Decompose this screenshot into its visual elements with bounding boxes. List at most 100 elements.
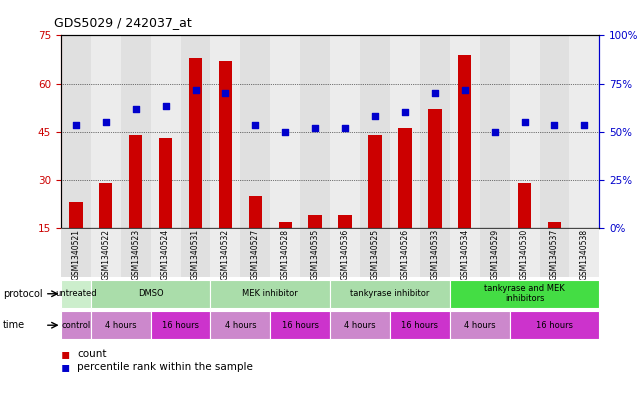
Bar [249, 196, 262, 228]
Bar [540, 35, 569, 228]
Bar [61, 228, 91, 277]
Bar [61, 280, 91, 308]
Bar [569, 35, 599, 228]
Text: GSM1340528: GSM1340528 [281, 229, 290, 280]
Bar [121, 35, 151, 228]
Text: MEK inhibitor: MEK inhibitor [242, 289, 298, 298]
Bar [300, 35, 330, 228]
Text: GSM1340534: GSM1340534 [460, 229, 469, 280]
Bar [91, 35, 121, 228]
Bar [129, 135, 142, 228]
Bar [210, 35, 240, 228]
Bar [330, 280, 450, 308]
Bar [99, 183, 113, 228]
Bar [420, 228, 450, 277]
Bar [390, 35, 420, 228]
Text: 16 hours: 16 hours [281, 321, 319, 330]
Point [370, 112, 380, 119]
Text: ▪: ▪ [61, 347, 71, 361]
Text: GSM1340529: GSM1340529 [490, 229, 499, 280]
Text: GSM1340533: GSM1340533 [430, 229, 439, 280]
Text: GSM1340521: GSM1340521 [71, 229, 80, 280]
Point [160, 103, 171, 109]
Bar [338, 215, 352, 228]
Bar [69, 202, 83, 228]
Point [280, 129, 290, 135]
Bar [151, 311, 210, 339]
Bar [518, 183, 531, 228]
Bar [330, 35, 360, 228]
Text: GSM1340535: GSM1340535 [311, 229, 320, 280]
Point [101, 119, 111, 125]
Text: GSM1340524: GSM1340524 [161, 229, 170, 280]
Bar [398, 129, 412, 228]
Text: untreated: untreated [55, 289, 97, 298]
Text: GSM1340530: GSM1340530 [520, 229, 529, 280]
Bar [308, 215, 322, 228]
Bar [188, 58, 202, 228]
Point [71, 122, 81, 129]
Bar [210, 311, 271, 339]
Bar [240, 228, 271, 277]
Bar [181, 228, 210, 277]
Bar [210, 280, 330, 308]
Text: 16 hours: 16 hours [162, 321, 199, 330]
Bar [151, 35, 181, 228]
Point [579, 122, 590, 129]
Text: GSM1340532: GSM1340532 [221, 229, 230, 280]
Text: control: control [62, 321, 90, 330]
Bar [547, 222, 562, 228]
Bar [510, 35, 540, 228]
Bar [121, 228, 151, 277]
Text: time: time [3, 320, 26, 330]
Text: GSM1340527: GSM1340527 [251, 229, 260, 280]
Bar [369, 135, 382, 228]
Text: ▪: ▪ [61, 360, 71, 375]
Text: GDS5029 / 242037_at: GDS5029 / 242037_at [54, 16, 192, 29]
Point [429, 90, 440, 96]
Text: GSM1340531: GSM1340531 [191, 229, 200, 280]
Point [221, 90, 231, 96]
Point [250, 122, 260, 129]
Bar [360, 228, 390, 277]
Text: 4 hours: 4 hours [224, 321, 256, 330]
Point [190, 87, 201, 93]
Text: GSM1340536: GSM1340536 [340, 229, 349, 280]
Point [340, 125, 350, 132]
Point [400, 109, 410, 116]
Text: count: count [77, 349, 106, 359]
Text: GSM1340537: GSM1340537 [550, 229, 559, 280]
Text: GSM1340526: GSM1340526 [401, 229, 410, 280]
Bar [271, 35, 300, 228]
Point [460, 87, 470, 93]
Bar [278, 222, 292, 228]
Bar [450, 35, 479, 228]
Bar [330, 228, 360, 277]
Bar [151, 228, 181, 277]
Bar [91, 311, 151, 339]
Text: 16 hours: 16 hours [401, 321, 438, 330]
Bar [479, 35, 510, 228]
Bar [450, 228, 479, 277]
Bar [510, 311, 599, 339]
Bar [510, 228, 540, 277]
Bar [540, 228, 569, 277]
Point [490, 129, 500, 135]
Point [519, 119, 529, 125]
Text: protocol: protocol [3, 289, 43, 299]
Bar [300, 228, 330, 277]
Bar [390, 311, 450, 339]
Point [310, 125, 320, 132]
Text: GSM1340522: GSM1340522 [101, 229, 110, 280]
Bar [390, 228, 420, 277]
Bar [569, 228, 599, 277]
Point [549, 122, 560, 129]
Bar [159, 138, 172, 228]
Bar [450, 311, 510, 339]
Text: 4 hours: 4 hours [464, 321, 495, 330]
Text: 4 hours: 4 hours [105, 321, 137, 330]
Text: GSM1340523: GSM1340523 [131, 229, 140, 280]
Bar [91, 228, 121, 277]
Text: 16 hours: 16 hours [536, 321, 573, 330]
Bar [240, 35, 271, 228]
